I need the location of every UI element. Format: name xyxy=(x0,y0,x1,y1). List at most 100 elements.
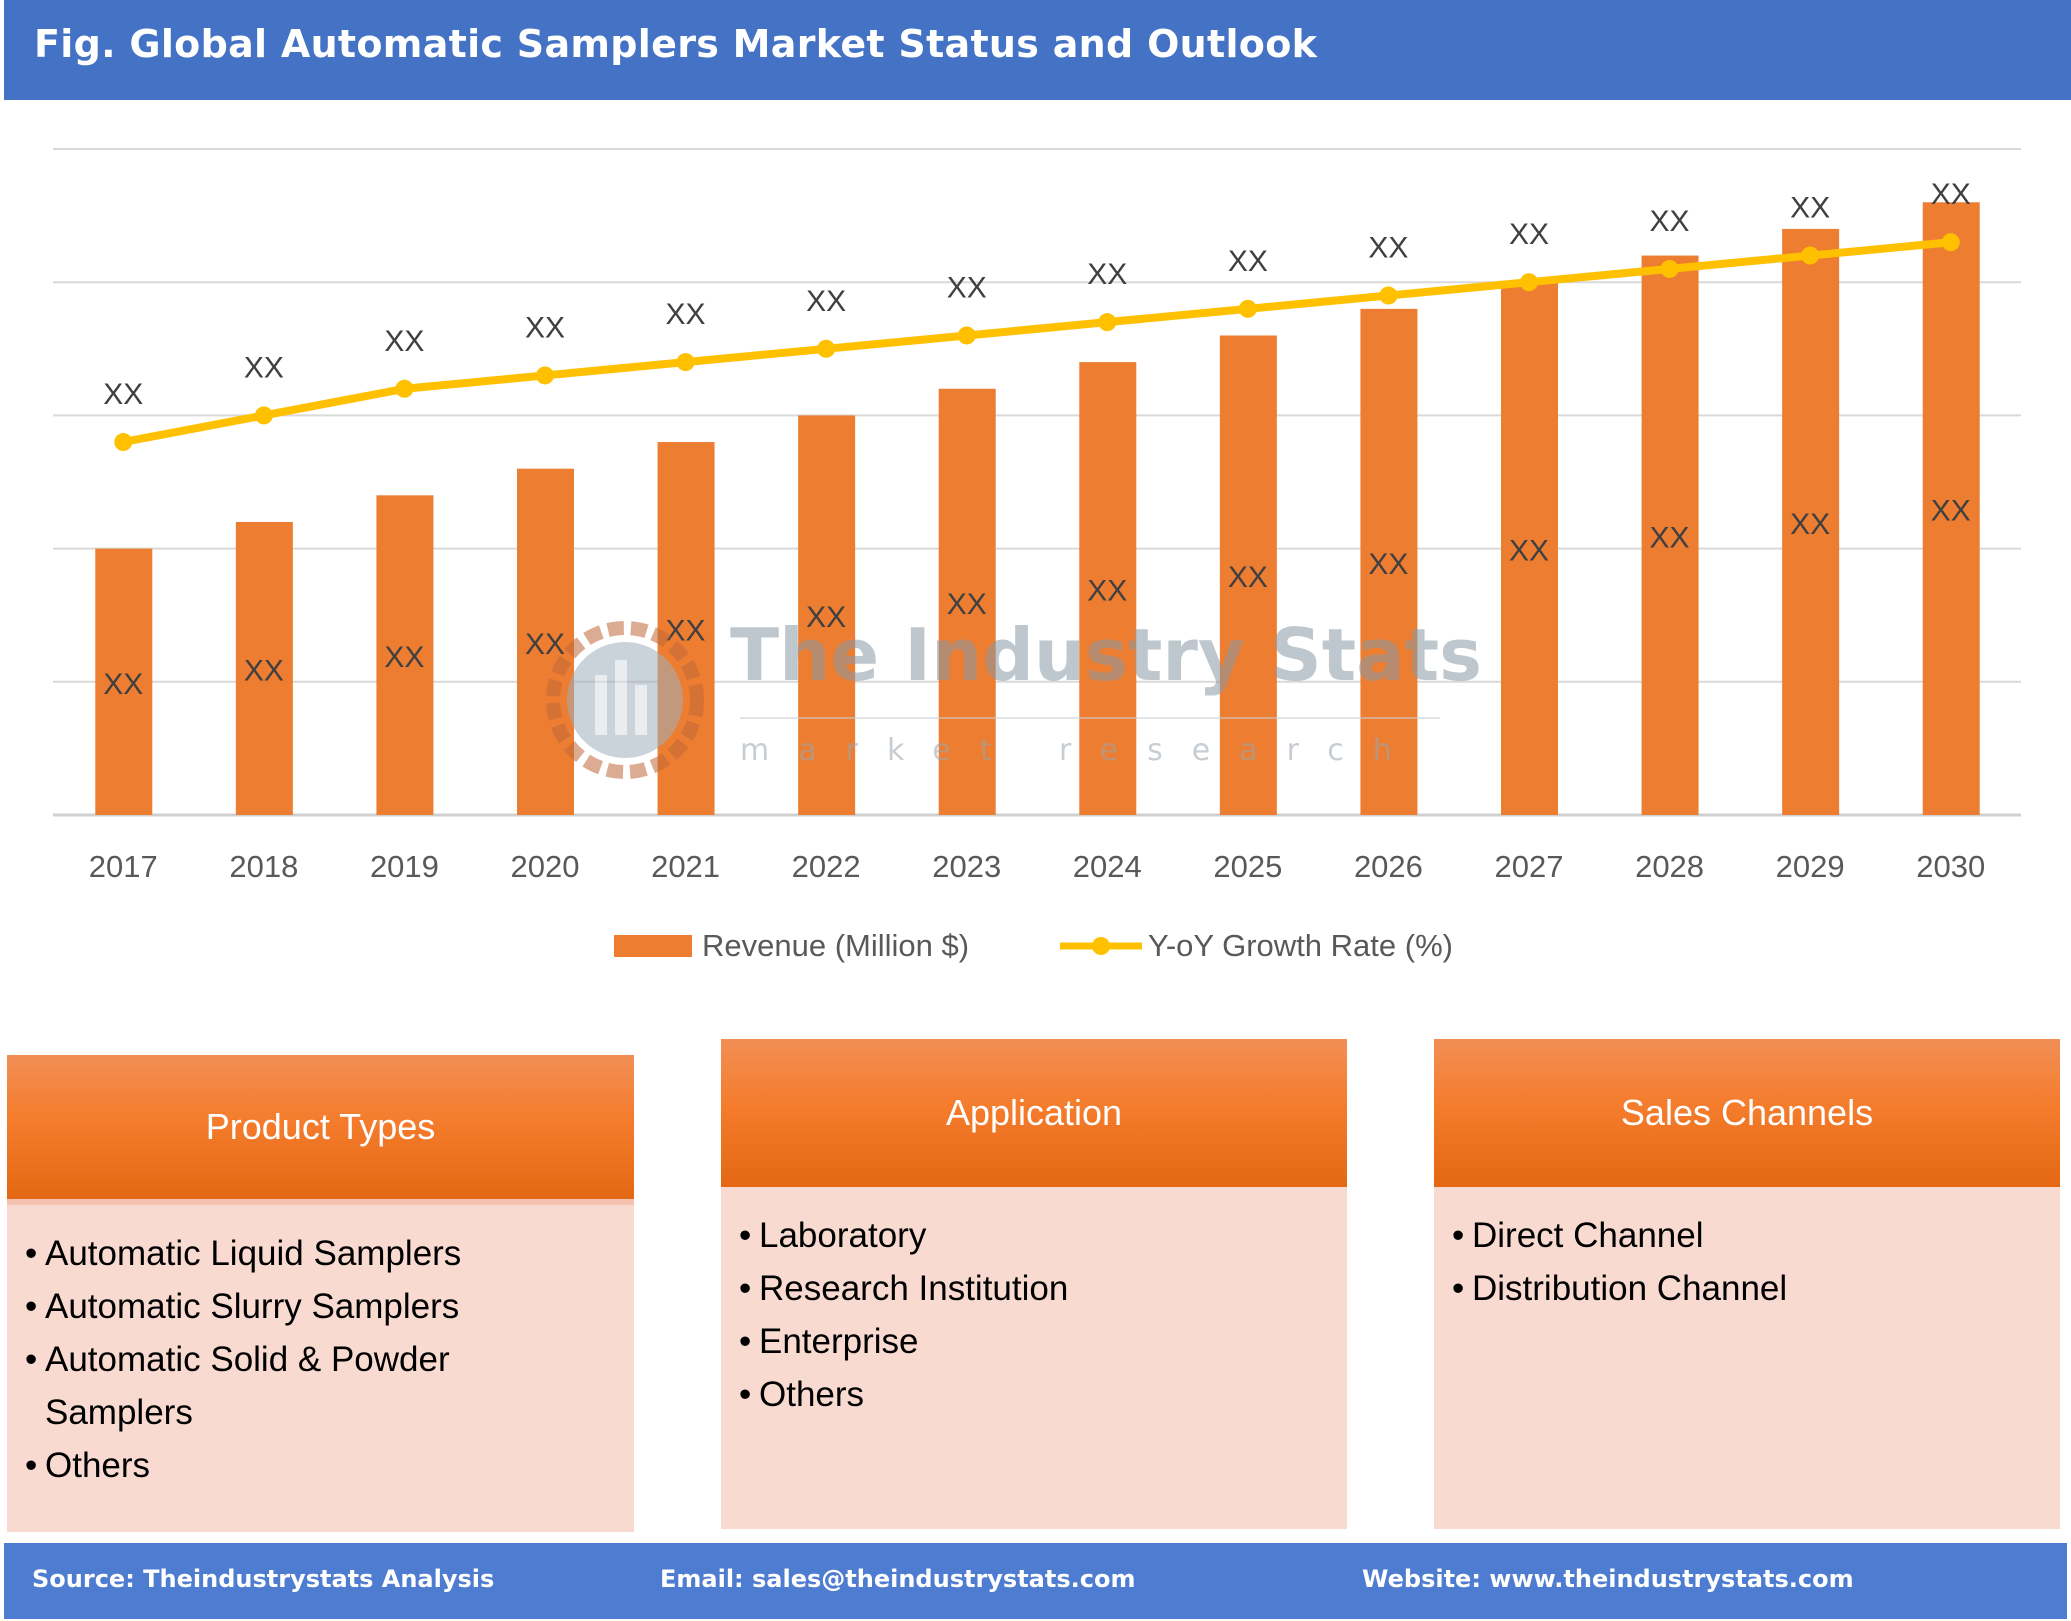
x-tick-label: 2025 xyxy=(1213,849,1282,884)
growth-point xyxy=(1379,286,1398,305)
line-data-label: XX xyxy=(1650,205,1690,238)
line-data-label: XX xyxy=(947,271,987,304)
x-tick-label: 2027 xyxy=(1495,849,1564,884)
list-item: Research Institution xyxy=(739,1262,1347,1315)
list-item: Enterprise xyxy=(739,1315,1347,1368)
revenue-bar xyxy=(376,495,434,815)
application-box: Application Laboratory Research Institut… xyxy=(721,1039,1347,1529)
title-bar: Fig. Global Automatic Samplers Market St… xyxy=(4,0,2071,100)
watermark-subtitle: market research xyxy=(740,733,1421,768)
x-tick-label: 2026 xyxy=(1354,849,1423,884)
x-tick-label: 2022 xyxy=(792,849,861,884)
x-tick-label: 2017 xyxy=(89,849,158,884)
revenue-bar xyxy=(1501,282,1558,815)
figure-title: Fig. Global Automatic Samplers Market St… xyxy=(34,22,1318,66)
bar-data-label: XX xyxy=(1650,521,1690,554)
growth-point xyxy=(817,339,836,358)
x-tick-label: 2021 xyxy=(651,849,720,884)
x-tick-label: 2024 xyxy=(1073,849,1142,884)
growth-rate-line xyxy=(122,238,1952,446)
line-data-label: XX xyxy=(244,351,284,384)
revenue-bar xyxy=(517,468,574,815)
growth-point xyxy=(536,366,554,385)
bar-data-label: XX xyxy=(244,654,284,687)
bar-data-label: XX xyxy=(103,668,143,701)
product-types-body: Automatic Liquid Samplers Automatic Slur… xyxy=(7,1199,634,1532)
line-data-label: XX xyxy=(666,298,706,331)
footer-email[interactable]: Email: sales@theindustrystats.com xyxy=(660,1565,1136,1593)
revenue-growth-chart: XX 2017 XX 2018 XX 2019 XX 2020 XX 2021 XX 2022 XX 20… xyxy=(53,148,2021,884)
bar-data-label: XX xyxy=(947,588,987,621)
legend-growth: Y-oY Growth Rate (%) xyxy=(1058,928,1453,964)
growth-point xyxy=(1520,273,1538,292)
line-data-label: XX xyxy=(1368,232,1408,265)
list-item: Others xyxy=(739,1368,1347,1421)
line-data-label: XX xyxy=(384,325,424,358)
bar-data-label: XX xyxy=(1931,495,1971,528)
x-tick-label: 2018 xyxy=(229,849,298,884)
growth-point xyxy=(114,433,133,452)
footer: Source: Theindustrystats Analysis Email:… xyxy=(4,1543,2067,1619)
revenue-bar xyxy=(798,415,856,815)
application-header: Application xyxy=(721,1039,1347,1187)
legend-growth-label: Y-oY Growth Rate (%) xyxy=(1148,928,1453,963)
revenue-bar xyxy=(1922,202,1980,815)
sales-channels-body: Direct Channel Distribution Channel xyxy=(1434,1187,2060,1529)
footer-source: Source: Theindustrystats Analysis xyxy=(32,1565,495,1593)
bar-data-label: XX xyxy=(806,601,846,634)
list-item: Automatic Slurry Samplers xyxy=(25,1280,634,1333)
line-data-label: XX xyxy=(806,285,846,318)
application-body: Laboratory Research Institution Enterpri… xyxy=(721,1187,1347,1529)
watermark-divider xyxy=(740,717,1440,719)
revenue-bar xyxy=(938,388,996,815)
line-data-label: XX xyxy=(103,378,143,411)
bar-data-label: XX xyxy=(1509,535,1549,568)
legend-revenue-label: Revenue (Million $) xyxy=(702,928,970,963)
list-item: Others xyxy=(25,1439,634,1492)
bar-data-label: XX xyxy=(1087,575,1127,608)
growth-point xyxy=(957,326,976,345)
x-tick-label: 2020 xyxy=(511,849,580,884)
sales-channels-box: Sales Channels Direct Channel Distributi… xyxy=(1434,1039,2060,1529)
watermark: The Industry Stats market research xyxy=(540,605,1482,785)
growth-point xyxy=(1801,246,1820,265)
bar-data-label: XX xyxy=(1228,561,1268,594)
revenue-bar xyxy=(1782,228,1840,816)
revenue-bar xyxy=(1219,335,1277,815)
growth-point xyxy=(1098,313,1117,332)
line-data-label: XX xyxy=(1509,218,1549,251)
footer-website[interactable]: Website: www.theindustrystats.com xyxy=(1362,1565,1854,1593)
revenue-bar xyxy=(1360,308,1418,815)
watermark-gear-logo-icon xyxy=(546,621,704,779)
sales-channels-header: Sales Channels xyxy=(1434,1039,2060,1187)
list-item: Laboratory xyxy=(739,1209,1347,1262)
list-item: Direct Channel xyxy=(1452,1209,2060,1262)
growth-point xyxy=(1660,259,1679,278)
x-tick-label: 2028 xyxy=(1635,849,1704,884)
revenue-bar xyxy=(1641,255,1699,815)
product-types-header: Product Types xyxy=(7,1055,634,1199)
list-item: Automatic Liquid Samplers xyxy=(25,1227,634,1280)
x-tick-label: 2019 xyxy=(370,849,439,884)
line-data-label: XX xyxy=(1087,258,1127,291)
legend-line-swatch xyxy=(1060,937,1142,955)
bar-data-label: XX xyxy=(1368,548,1408,581)
revenue-bar xyxy=(657,442,715,815)
list-item: Distribution Channel xyxy=(1452,1262,2060,1315)
line-data-label: XX xyxy=(525,311,565,344)
product-types-box: Product Types Automatic Liquid Samplers … xyxy=(7,1055,634,1532)
bar-data-label: XX xyxy=(666,615,706,648)
chart-legend: Revenue (Million $) Y-oY Growth Rate (%) xyxy=(0,928,2071,968)
growth-point xyxy=(395,379,414,398)
line-data-label: XX xyxy=(1228,245,1268,278)
growth-point xyxy=(676,353,695,372)
growth-point xyxy=(254,406,273,425)
bar-data-label: XX xyxy=(525,628,565,661)
growth-point xyxy=(1941,233,1960,252)
revenue-bar xyxy=(1079,362,1137,815)
list-item: Automatic Solid & Powder Samplers xyxy=(25,1333,515,1439)
line-data-label: XX xyxy=(1931,178,1971,211)
revenue-bar xyxy=(235,521,293,815)
x-tick-label: 2029 xyxy=(1776,849,1845,884)
revenue-bar xyxy=(95,548,153,815)
